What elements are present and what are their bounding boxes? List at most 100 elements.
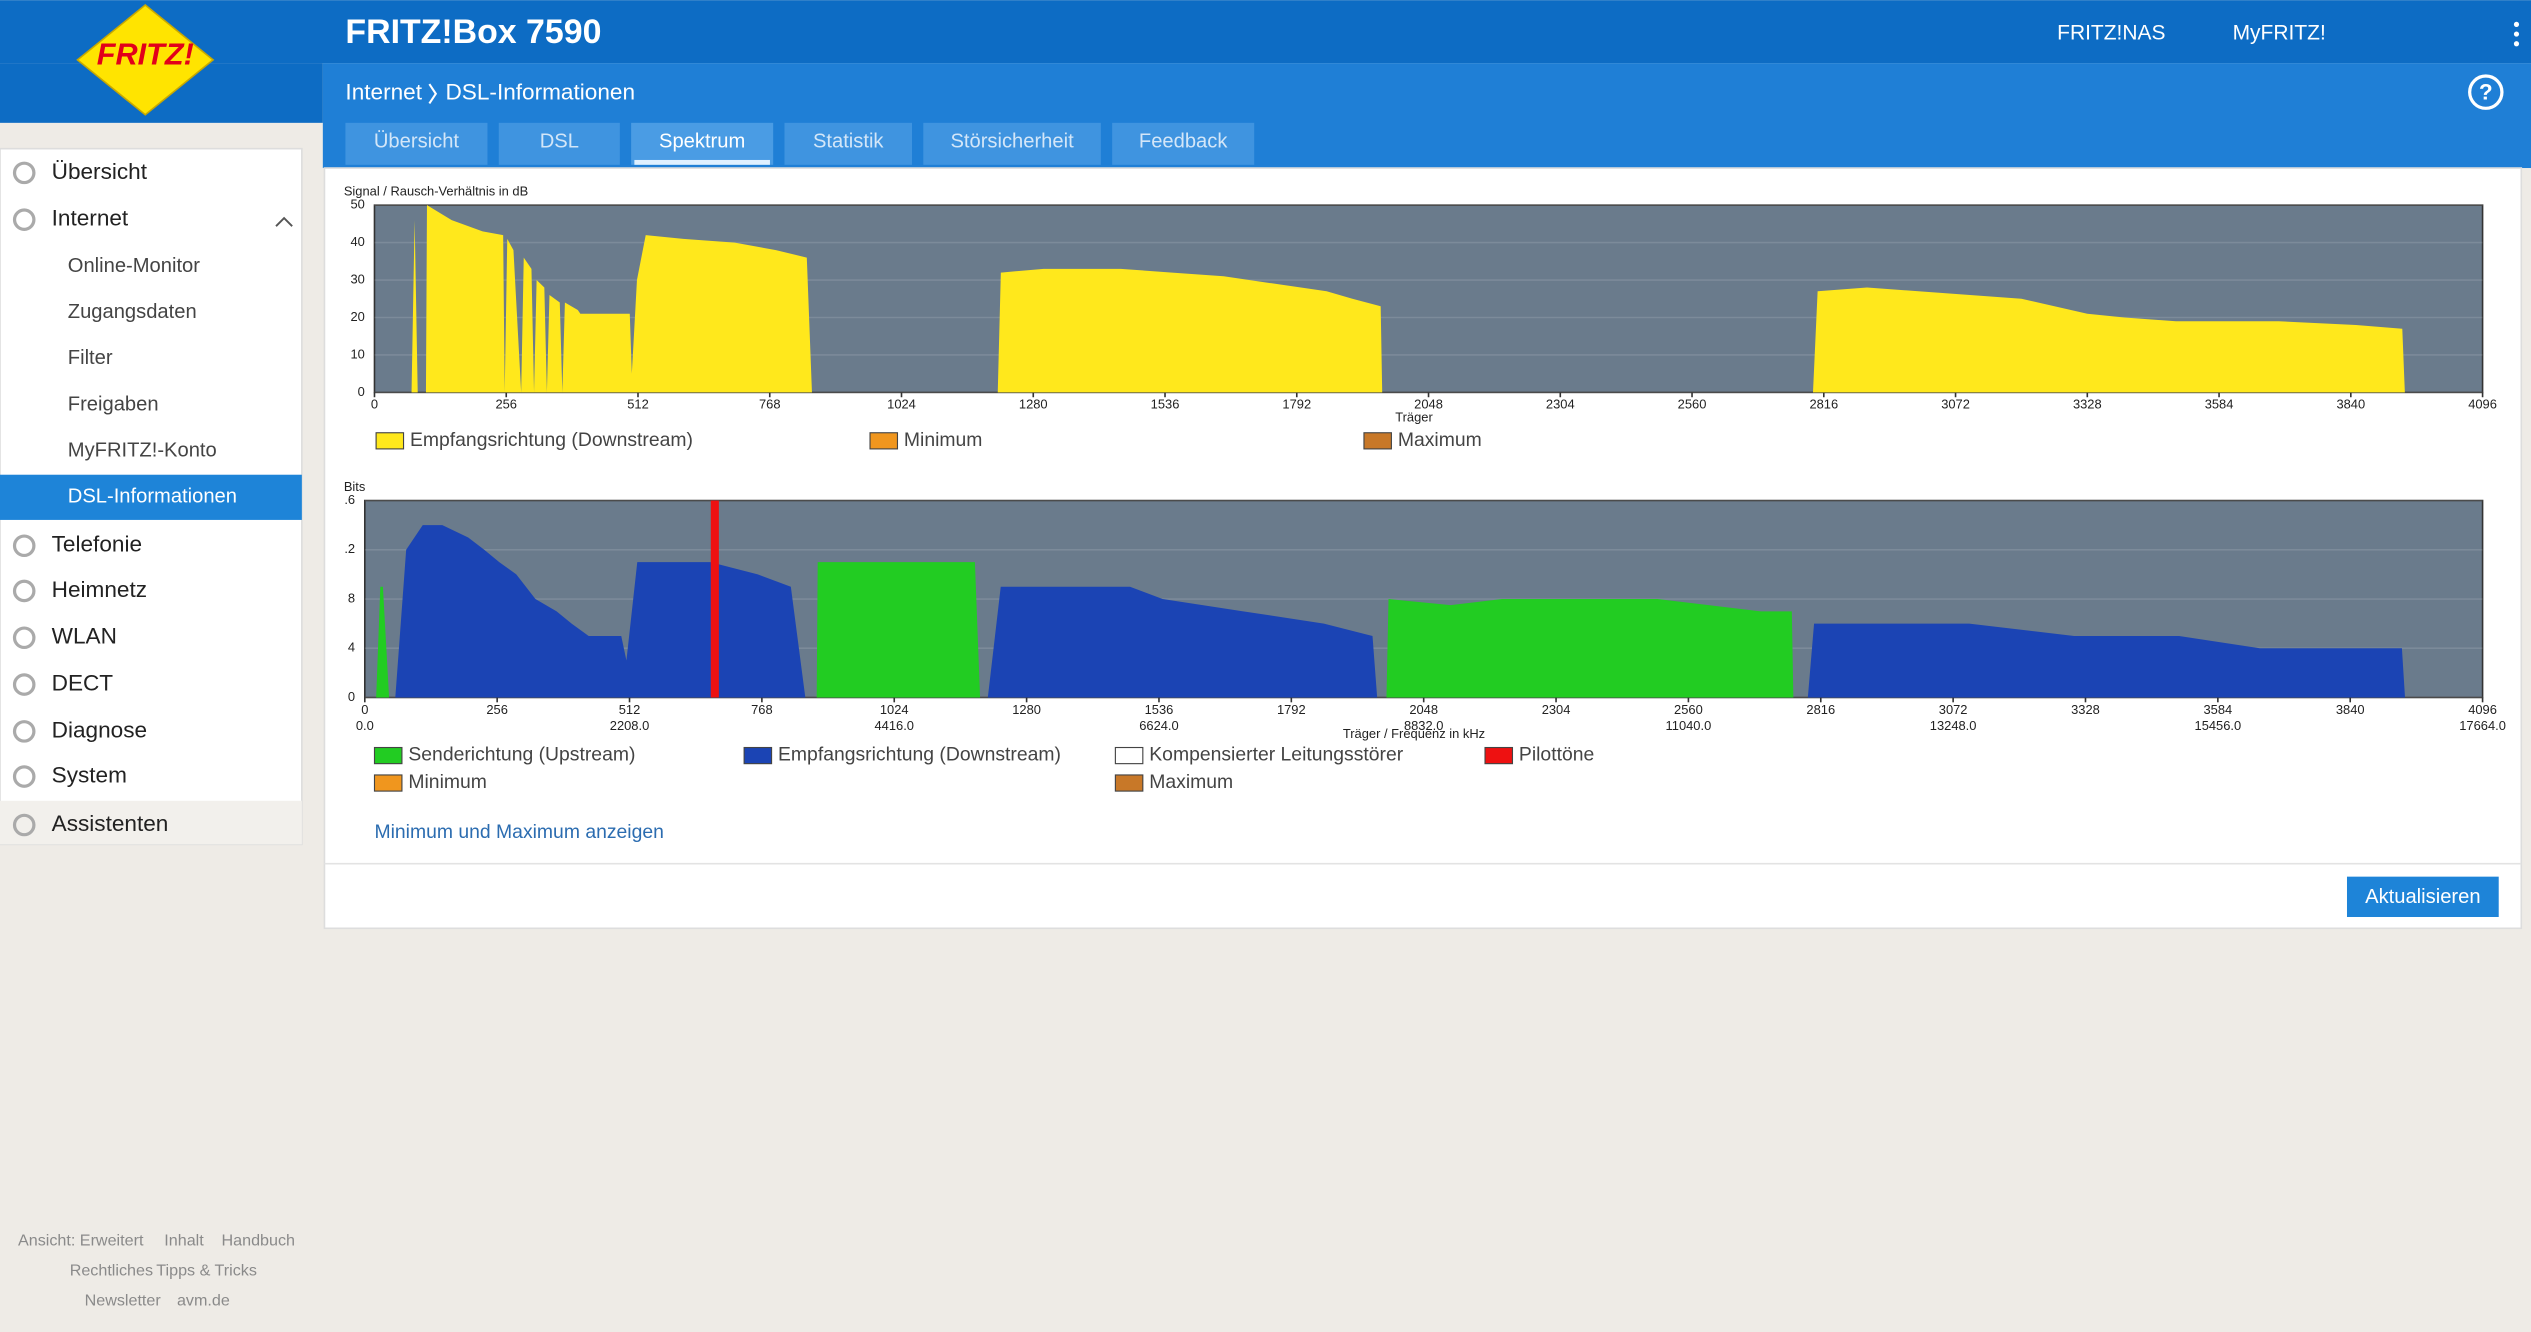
y-tick-label: 8: [348, 590, 355, 605]
legend-swatch: [1114, 746, 1144, 765]
menu-item[interactable]: Assistenten: [52, 811, 169, 836]
x2-tick-label: 11040.0: [1666, 718, 1712, 733]
footer-link[interactable]: Inhalt: [164, 1232, 204, 1250]
y-tick-label: .2: [344, 541, 355, 556]
footer-link[interactable]: Tipps & Tricks: [156, 1262, 257, 1280]
x-tick-label: 512: [627, 397, 649, 412]
legend-swatch: [375, 432, 405, 450]
tab-label[interactable]: Feedback: [1139, 131, 1228, 153]
legend-label: Pilottöne: [1519, 744, 1594, 766]
submenu-item[interactable]: Filter: [68, 347, 113, 369]
help-icon-text[interactable]: ?: [2479, 80, 2493, 105]
tab-label[interactable]: Übersicht: [374, 131, 460, 153]
menu-item[interactable]: Internet: [52, 206, 129, 231]
breadcrumb[interactable]: Internet: [345, 80, 422, 105]
tab-label[interactable]: Statistik: [813, 131, 884, 153]
x-tick-label: 3840: [2336, 702, 2365, 717]
x-tick-label: 4096: [2468, 397, 2497, 412]
legend-label: Maximum: [1398, 429, 1482, 451]
menu-item[interactable]: Telefonie: [52, 532, 142, 557]
tab[interactable]: [631, 122, 774, 165]
x-tick-label: 2816: [1809, 397, 1838, 412]
breadcrumb: DSL-Informationen: [446, 80, 636, 105]
x-tick-label: 256: [495, 397, 517, 412]
y-tick-label: 0: [348, 689, 355, 704]
refresh-button[interactable]: [2346, 876, 2499, 918]
x-tick-label: 3584: [2205, 397, 2234, 412]
x-tick-label: 0: [371, 397, 378, 412]
menu-icon: [12, 534, 36, 558]
x-tick-label: 256: [486, 702, 508, 717]
menu-icon: [12, 626, 36, 650]
legend-swatch: [743, 746, 773, 765]
y-tick-label: 4: [348, 640, 355, 655]
tab[interactable]: [1112, 122, 1255, 165]
more-menu[interactable]: [2513, 21, 2520, 47]
menu-item[interactable]: Diagnose: [52, 717, 147, 742]
tab-label[interactable]: DSL: [540, 131, 579, 153]
y-tick-label: 0: [358, 384, 365, 399]
x-axis-label: Träger: [1395, 410, 1433, 425]
x-tick-label: 2048: [1409, 702, 1438, 717]
refresh-button-label[interactable]: Aktualisieren: [2365, 886, 2480, 908]
x-tick-label: 3328: [2073, 397, 2102, 412]
footer-link[interactable]: Ansicht: Erweitert: [18, 1232, 144, 1250]
area: [411, 205, 2405, 393]
menu-icon: [12, 208, 36, 231]
tab-label[interactable]: Spektrum: [659, 131, 745, 153]
y-tick-label: 20: [350, 309, 364, 324]
submenu-item[interactable]: MyFRITZ!-Konto: [68, 439, 217, 461]
legend-label: Empfangsrichtung (Downstream): [778, 744, 1061, 766]
x-tick-label: 4096: [2468, 702, 2497, 717]
legend-swatch: [1363, 432, 1392, 450]
x2-tick-label: 6624.0: [1139, 718, 1178, 733]
header-link[interactable]: FRITZ!NAS: [2057, 22, 2165, 45]
sidebar-section: [0, 800, 302, 845]
area: [395, 525, 2406, 698]
tab[interactable]: [345, 122, 488, 165]
x-tick-label: 3328: [2071, 702, 2100, 717]
legend-label: Maximum: [1149, 771, 1233, 793]
legend-label: Kompensierter Leitungsstörer: [1149, 744, 1404, 766]
x2-tick-label: 2208.0: [610, 718, 649, 733]
menu-item[interactable]: WLAN: [52, 624, 117, 649]
menu-item[interactable]: DECT: [52, 671, 114, 696]
menu-icon: [12, 765, 36, 788]
chart-title: Signal / Rausch-Verhältnis in dB: [344, 184, 528, 199]
menu-item[interactable]: Heimnetz: [52, 577, 147, 602]
tab[interactable]: [498, 122, 620, 165]
expand-chevron[interactable]: [275, 216, 293, 227]
x-tick-label: 0: [361, 702, 368, 717]
x-tick-label: 1024: [887, 397, 916, 412]
min-max-link[interactable]: Minimum und Maximum anzeigen: [374, 821, 663, 843]
footer-link[interactable]: Handbuch: [222, 1232, 296, 1250]
x-tick-label: 2560: [1674, 702, 1703, 717]
submenu-item[interactable]: Online-Monitor: [68, 255, 200, 277]
footer-link[interactable]: Newsletter: [85, 1291, 162, 1309]
x2-tick-label: 13248.0: [1930, 718, 1977, 733]
header-link[interactable]: MyFRITZ!: [2233, 22, 2326, 45]
legend-swatch: [869, 432, 899, 450]
x-tick-label: 2304: [1546, 397, 1575, 412]
legend-swatch: [373, 774, 403, 792]
menu-item[interactable]: System: [52, 763, 127, 788]
tab-label[interactable]: Störsicherheit: [950, 131, 1074, 153]
x-tick-label: 1536: [1151, 397, 1180, 412]
submenu-item[interactable]: Freigaben: [68, 393, 159, 415]
tab[interactable]: [923, 122, 1101, 165]
chart-title: Bits: [344, 479, 366, 494]
menu-item[interactable]: Übersicht: [52, 159, 148, 184]
top-bar: [0, 0, 2531, 64]
help-icon[interactable]: [2468, 74, 2504, 110]
x-tick-label: 512: [619, 702, 641, 717]
x2-tick-label: 4416.0: [875, 718, 914, 733]
legend-label: Minimum: [904, 429, 983, 451]
tab[interactable]: [784, 122, 912, 165]
x-tick-label: 2560: [1678, 397, 1707, 412]
footer-link[interactable]: avm.de: [177, 1291, 230, 1309]
footer-link[interactable]: Rechtliches: [70, 1262, 153, 1280]
x2-tick-label: 15456.0: [2195, 718, 2242, 733]
submenu-item[interactable]: DSL-Informationen: [68, 486, 237, 508]
x-tick-label: 2816: [1806, 702, 1835, 717]
submenu-item[interactable]: Zugangsdaten: [68, 301, 197, 323]
